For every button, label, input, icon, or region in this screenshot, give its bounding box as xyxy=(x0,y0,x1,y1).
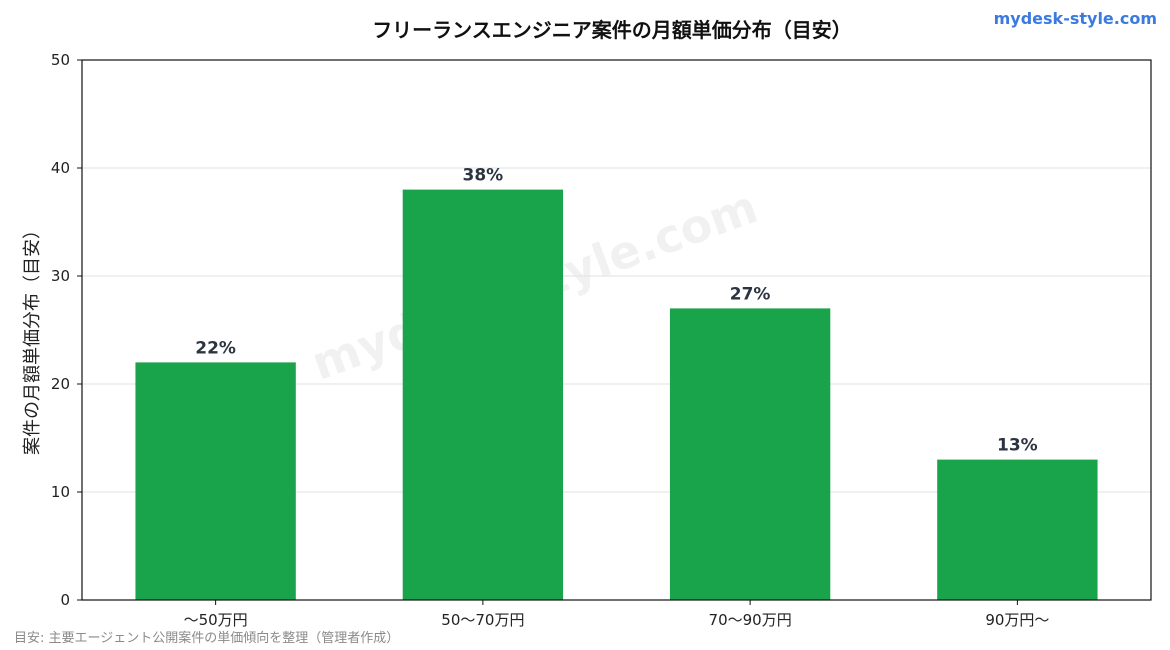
bar xyxy=(135,362,296,600)
plot-frame xyxy=(81,59,1152,601)
source-note: 目安: 主要エージェント公開案件の単価傾向を整理（管理者作成） xyxy=(14,630,399,646)
data-labels: 22% 38% 27% 13% xyxy=(195,166,1037,456)
y-tick-label: 20 xyxy=(51,375,70,393)
bar xyxy=(402,189,564,600)
y-tick-label: 30 xyxy=(51,267,70,285)
bars xyxy=(135,189,1098,600)
y-tick-label: 50 xyxy=(51,51,70,69)
y-tick-label: 40 xyxy=(51,159,70,177)
x-tick-label: 90万円〜 xyxy=(985,611,1049,629)
y-tick-label: 0 xyxy=(60,591,70,609)
y-tick-label: 10 xyxy=(51,483,70,501)
brand-watermark: mydesk-style.com xyxy=(994,9,1157,28)
chart-title: フリーランスエンジニア案件の月額単価分布（目安） xyxy=(372,18,852,42)
data-label: 27% xyxy=(730,284,771,304)
axes: 0 10 20 30 40 50 〜50万円 50〜70万円 70〜90万円 90万円〜 xyxy=(51,51,1152,629)
data-label: 38% xyxy=(463,166,504,186)
x-tick-label: 70〜90万円 xyxy=(709,611,792,629)
data-label: 22% xyxy=(195,338,236,358)
bar xyxy=(669,308,831,600)
x-tick-label: 50〜70万円 xyxy=(441,611,524,629)
y-axis-label: 案件の月額単価分布（目安） xyxy=(22,221,43,455)
bar xyxy=(937,459,1098,600)
data-label: 13% xyxy=(997,436,1038,456)
x-tick-label: 〜50万円 xyxy=(184,611,248,629)
